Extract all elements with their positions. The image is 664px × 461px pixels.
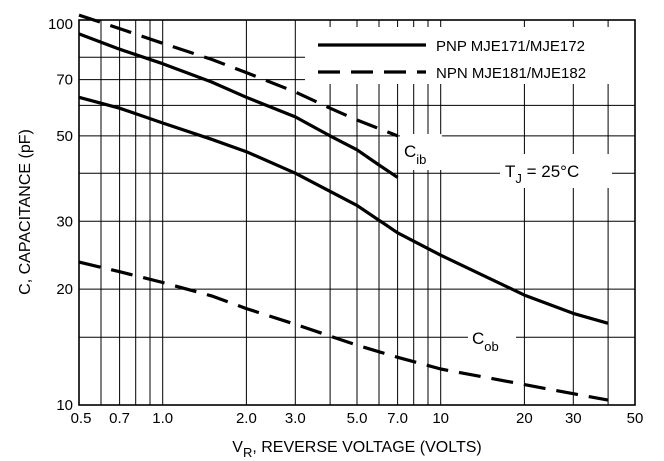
curves [78, 13, 609, 402]
legend-label-npn: NPN MJE181/MJE182 [436, 65, 586, 82]
x-tick-label: 50 [627, 410, 644, 427]
x-tick-labels: 0.5 0.7 1.0 2.0 3.0 5.0 7.0 10 20 30 50 [71, 410, 644, 427]
annotation-tj: TJ = 25°C [505, 162, 579, 186]
legend-label-pnp: PNP MJE171/MJE172 [436, 38, 585, 55]
y-axis-label: C, CAPACITANCE (pF) [17, 129, 34, 295]
x-tick-label: 1.0 [152, 410, 173, 427]
annotation-cib: Cib [404, 142, 426, 167]
x-tick-label: 10 [432, 410, 449, 427]
annotations: Cib TJ = 25°C Cob [400, 134, 612, 354]
plot-frame [78, 19, 636, 406]
x-tick-label: 3.0 [285, 410, 306, 427]
y-tick-label: 50 [56, 128, 73, 145]
x-tick-label: 30 [565, 410, 582, 427]
x-tick-label: 0.7 [109, 410, 130, 427]
y-tick-label: 30 [56, 213, 73, 230]
x-tick-label: 20 [516, 410, 533, 427]
series-cob-dashed [78, 260, 609, 402]
legend: PNP MJE171/MJE172 NPN MJE181/MJE182 [305, 27, 638, 84]
x-tick-label: 2.0 [236, 410, 257, 427]
y-tick-label: 20 [56, 281, 73, 298]
y-tick-labels: 10 20 30 50 70 100 [48, 16, 73, 414]
x-tick-label: 7.0 [387, 410, 408, 427]
annotation-cob: Cob [472, 329, 499, 354]
x-tick-label: 5.0 [347, 410, 368, 427]
series-cib-dashed [78, 13, 399, 138]
x-axis-label: VR, REVERSE VOLTAGE (VOLTS) [232, 439, 481, 460]
y-tick-label: 10 [56, 397, 73, 414]
series-cib-solid [78, 32, 399, 179]
x-tick-label: 0.5 [71, 410, 92, 427]
y-tick-label: 70 [56, 72, 73, 89]
y-tick-label: 100 [48, 16, 73, 33]
series-cob-solid [78, 95, 609, 325]
